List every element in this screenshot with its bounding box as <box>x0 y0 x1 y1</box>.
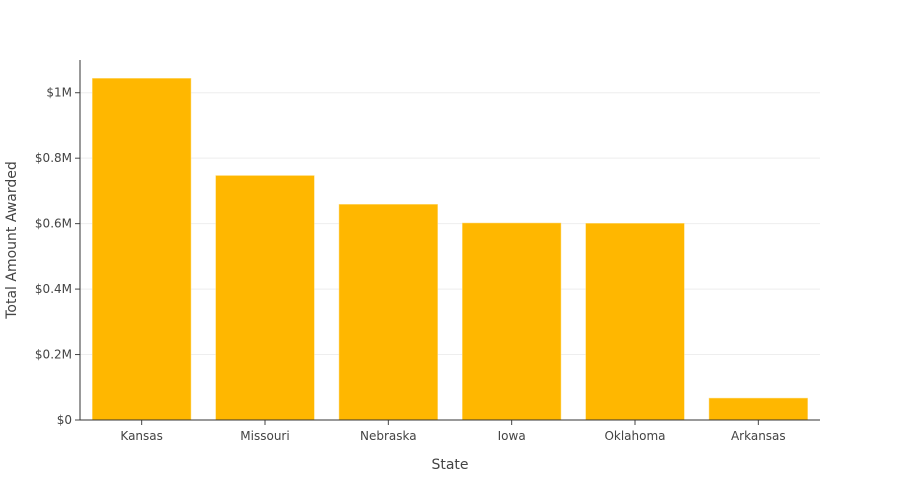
y-tick-label: $1M <box>46 86 72 100</box>
y-axis-title: Total Amount Awarded <box>4 161 20 320</box>
x-tick-label: Arkansas <box>731 429 786 443</box>
bars <box>92 78 808 421</box>
x-tick-label: Oklahoma <box>604 429 665 443</box>
x-tick-label: Missouri <box>240 429 289 443</box>
x-axis-title: State <box>431 457 468 473</box>
y-tick-label: $0.4M <box>35 282 72 296</box>
bar-nebraska[interactable] <box>338 204 438 421</box>
y-tick-label: $0.8M <box>35 151 72 165</box>
bar-oklahoma[interactable] <box>585 223 685 421</box>
x-tick-label: Nebraska <box>360 429 417 443</box>
y-tick-label: $0.6M <box>35 217 72 231</box>
bar-missouri[interactable] <box>215 175 315 421</box>
y-tick-label: $0.2M <box>35 348 72 362</box>
y-axis-ticks: $0 $0.2M $0.4M $0.6M $0.8M $1M <box>35 86 80 427</box>
y-tick-label: $0 <box>57 413 72 427</box>
x-tick-label: Iowa <box>498 429 526 443</box>
bar-arkansas[interactable] <box>708 397 808 421</box>
gridlines <box>80 92 820 356</box>
bar-iowa[interactable] <box>462 222 562 421</box>
x-axis-ticks: Kansas Missouri Nebraska Iowa Oklahoma Arkans… <box>120 420 786 443</box>
bar-kansas[interactable] <box>92 78 192 421</box>
x-tick-label: Kansas <box>120 429 162 443</box>
